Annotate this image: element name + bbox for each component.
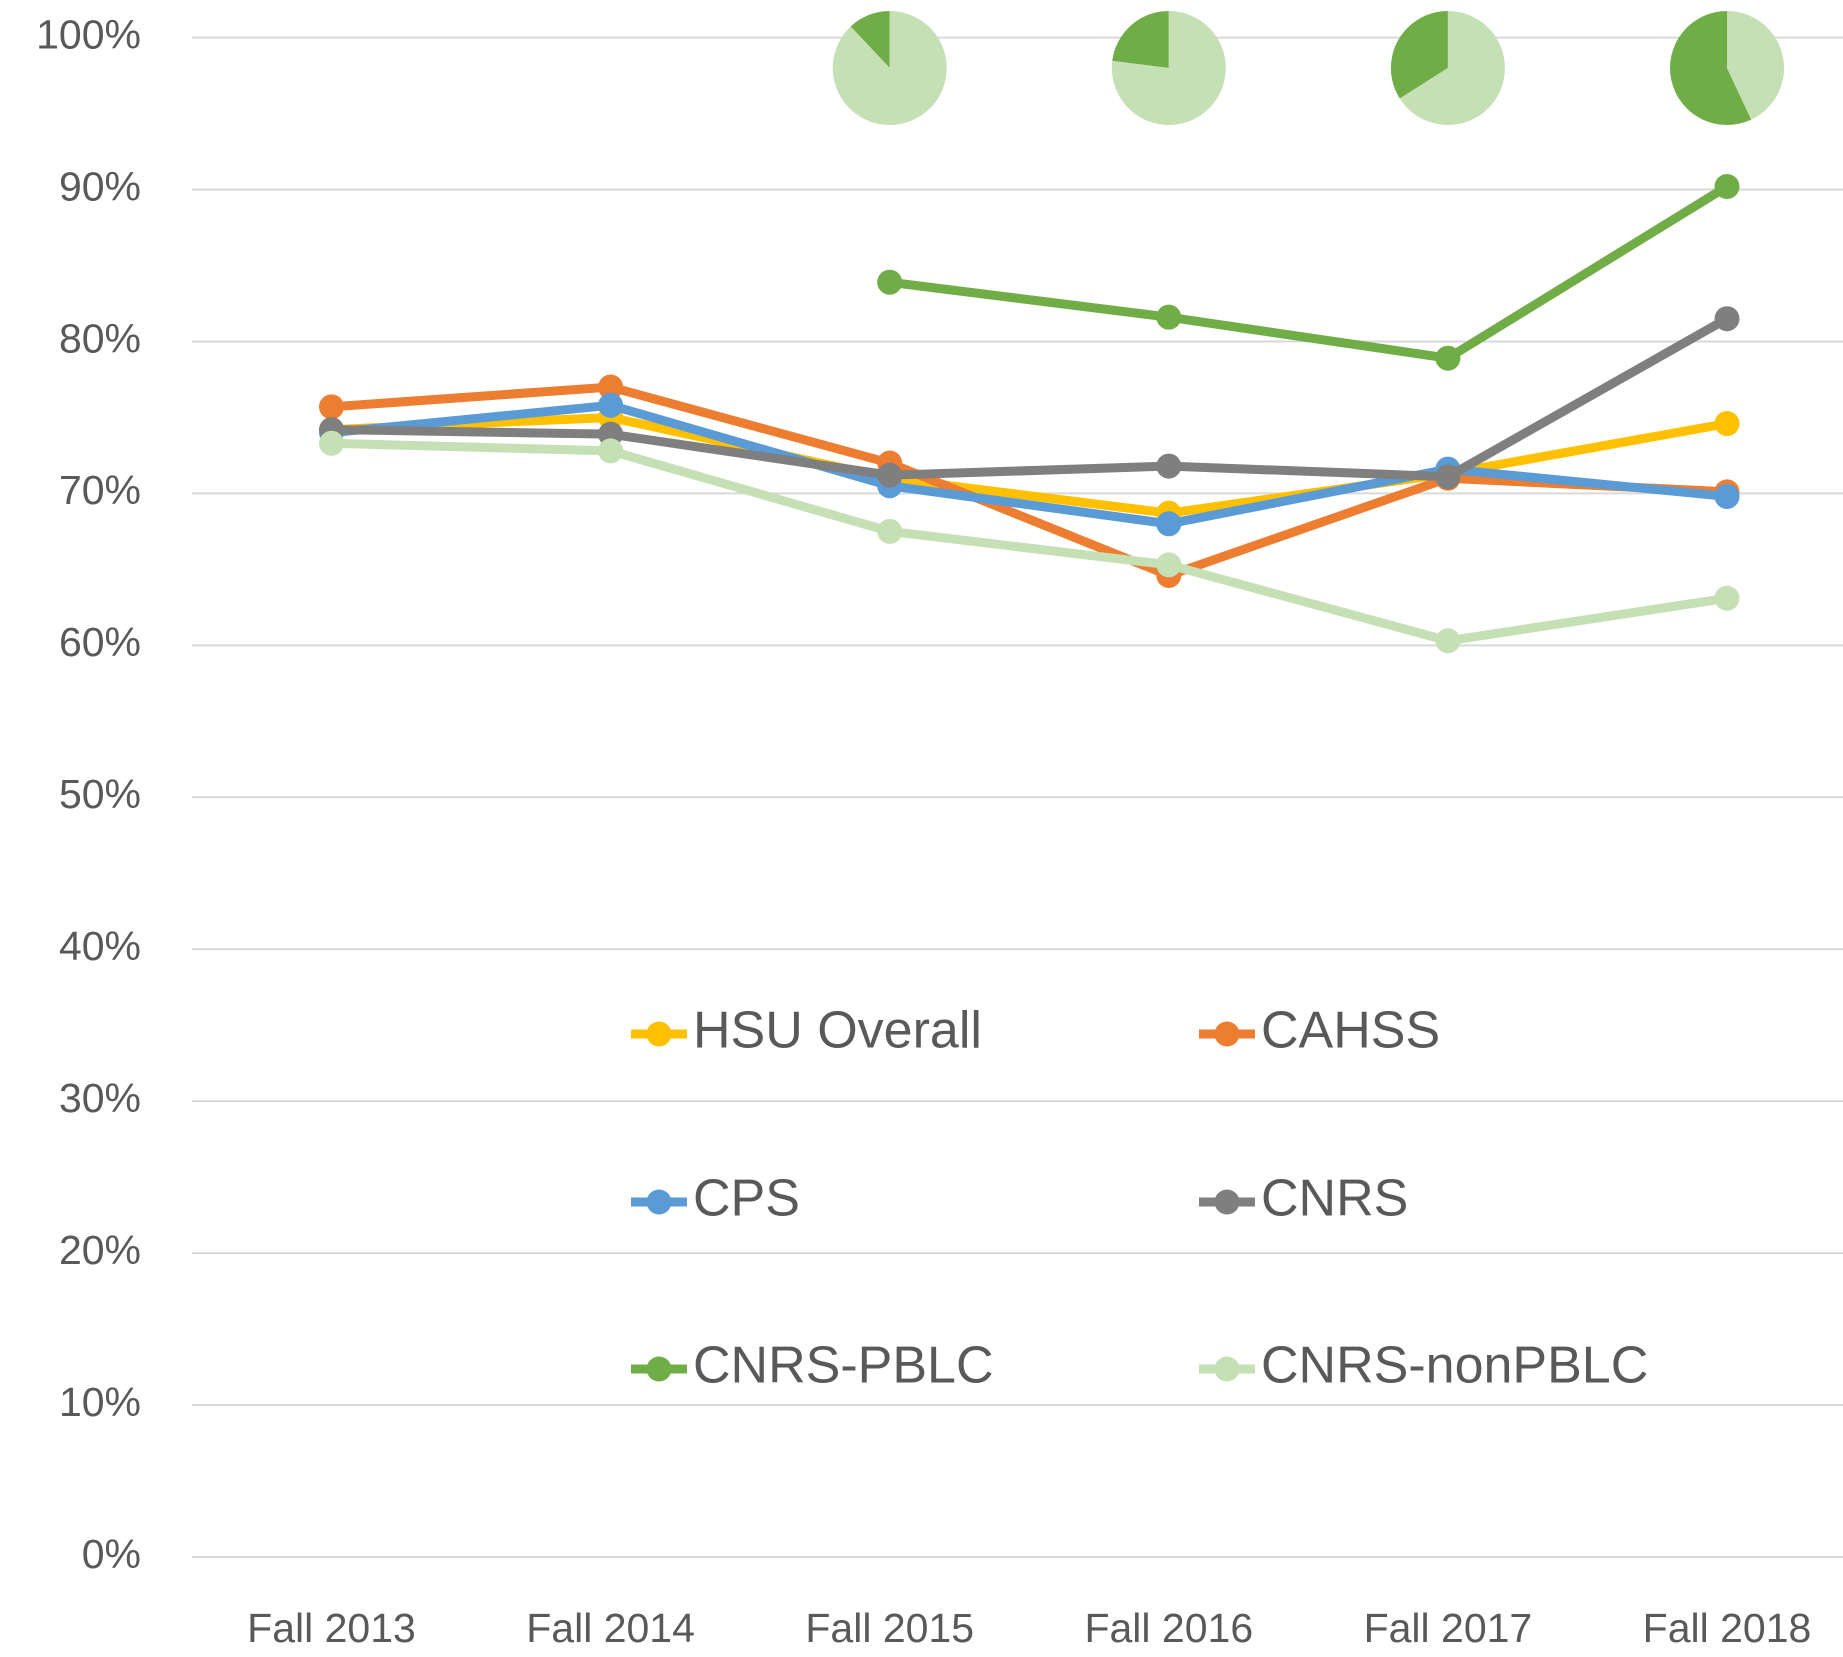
series-marker bbox=[877, 518, 903, 544]
series-line bbox=[889, 182, 1730, 363]
y-tick-label: 0% bbox=[82, 1531, 141, 1577]
pie-slice bbox=[1112, 11, 1169, 68]
legend-label: CNRS-PBLC bbox=[693, 1337, 994, 1395]
x-tick-label: Fall 2017 bbox=[1364, 1605, 1533, 1651]
series-line bbox=[331, 438, 1728, 646]
legend-label: CNRS bbox=[1261, 1170, 1408, 1228]
series-marker bbox=[1156, 453, 1182, 479]
series-marker bbox=[1156, 552, 1182, 578]
x-tick-label: Fall 2018 bbox=[1643, 1605, 1812, 1651]
series-marker bbox=[319, 394, 344, 420]
legend-marker bbox=[1214, 1021, 1240, 1047]
y-tick-label: 80% bbox=[59, 315, 141, 361]
series-marker bbox=[319, 430, 344, 456]
pie-slice bbox=[1727, 11, 1784, 120]
series-line bbox=[331, 400, 1728, 529]
series-marker bbox=[1714, 306, 1740, 332]
legend-label: CNRS-nonPBLC bbox=[1261, 1337, 1648, 1395]
y-tick-label: 60% bbox=[59, 619, 141, 665]
legend-label: CPS bbox=[693, 1170, 800, 1228]
legend-marker bbox=[646, 1356, 672, 1382]
series-marker bbox=[1435, 464, 1461, 490]
pie-slice bbox=[1670, 11, 1752, 126]
series-marker bbox=[877, 269, 903, 295]
series-line bbox=[331, 412, 1728, 518]
series-marker bbox=[598, 438, 624, 464]
y-tick-label: 50% bbox=[59, 771, 141, 817]
y-tick-label: 100% bbox=[36, 11, 141, 57]
series-marker bbox=[1714, 585, 1740, 611]
series-line bbox=[331, 314, 1730, 482]
x-tick-label: Fall 2013 bbox=[247, 1605, 416, 1651]
pie-slice bbox=[1399, 11, 1505, 125]
series-marker bbox=[1435, 628, 1461, 654]
series-marker bbox=[1714, 411, 1740, 437]
series-marker bbox=[598, 374, 624, 400]
legend-marker bbox=[1214, 1356, 1240, 1382]
legend-label: HSU Overall bbox=[693, 1002, 982, 1060]
series-line bbox=[331, 382, 1728, 580]
pie-slice bbox=[1390, 11, 1448, 99]
x-tick-label: Fall 2014 bbox=[526, 1605, 695, 1651]
y-tick-label: 90% bbox=[59, 163, 141, 209]
legend-marker bbox=[646, 1189, 672, 1215]
series-marker bbox=[1156, 511, 1182, 537]
y-tick-label: 70% bbox=[59, 467, 141, 513]
series-marker bbox=[1156, 304, 1182, 330]
y-tick-label: 20% bbox=[59, 1227, 141, 1273]
x-tick-label: Fall 2016 bbox=[1084, 1605, 1253, 1651]
series-marker bbox=[598, 392, 624, 418]
x-tick-label: Fall 2015 bbox=[805, 1605, 974, 1651]
y-tick-label: 10% bbox=[59, 1379, 141, 1425]
series-marker bbox=[1714, 174, 1740, 200]
series-marker bbox=[1714, 483, 1740, 509]
series-marker bbox=[877, 462, 903, 488]
legend-marker bbox=[646, 1021, 672, 1047]
pie-slice bbox=[1111, 11, 1226, 126]
legend-marker bbox=[1214, 1189, 1240, 1215]
series-marker bbox=[1435, 345, 1461, 371]
pie-slice bbox=[832, 11, 947, 125]
pie-slice bbox=[850, 11, 890, 68]
y-tick-label: 40% bbox=[59, 923, 141, 969]
y-tick-label: 30% bbox=[59, 1075, 141, 1121]
legend-label: CAHSS bbox=[1261, 1002, 1440, 1060]
